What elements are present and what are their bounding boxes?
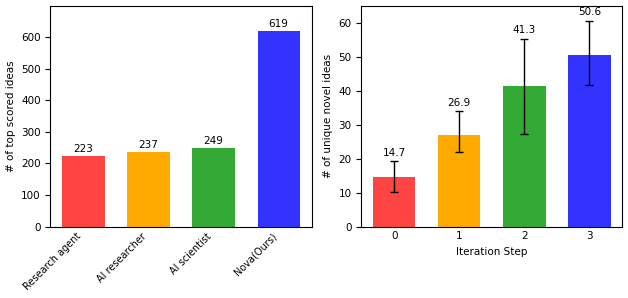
Text: 237: 237 <box>139 140 158 150</box>
X-axis label: Iteration Step: Iteration Step <box>456 247 528 257</box>
Text: 26.9: 26.9 <box>448 98 471 108</box>
Y-axis label: # of unique novel ideas: # of unique novel ideas <box>323 54 333 178</box>
Bar <box>192 148 235 226</box>
Text: 619: 619 <box>269 19 289 29</box>
Text: 223: 223 <box>73 144 94 154</box>
Text: 50.6: 50.6 <box>578 7 601 17</box>
Bar <box>127 152 170 226</box>
Bar <box>257 31 300 226</box>
Text: 41.3: 41.3 <box>512 25 536 35</box>
Bar <box>438 135 480 226</box>
Bar <box>62 156 105 226</box>
Text: 249: 249 <box>203 136 224 146</box>
Bar <box>503 86 546 226</box>
Y-axis label: # of top scored ideas: # of top scored ideas <box>6 60 16 172</box>
Bar <box>373 176 415 226</box>
Bar <box>568 55 610 226</box>
Text: 14.7: 14.7 <box>382 148 406 158</box>
